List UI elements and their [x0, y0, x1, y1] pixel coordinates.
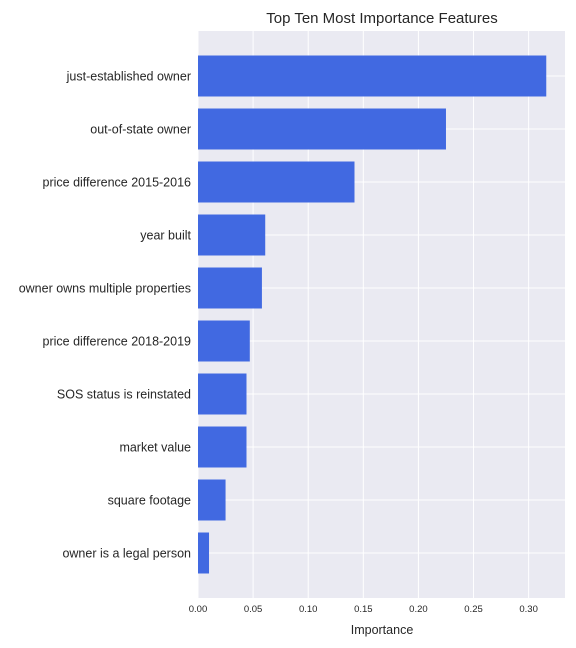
- x-tick-label: 0.25: [464, 604, 483, 615]
- bar: [198, 267, 262, 309]
- bar: [198, 373, 247, 415]
- x-tick-label: 0.05: [244, 604, 263, 615]
- category-label: out-of-state owner: [90, 123, 191, 137]
- bar: [198, 108, 446, 150]
- category-label: owner owns multiple properties: [19, 282, 191, 296]
- category-label: market value: [119, 441, 191, 455]
- bar: [198, 426, 247, 468]
- bar: [198, 55, 547, 97]
- x-tick-label: 0.00: [189, 604, 208, 615]
- category-label: square footage: [108, 494, 191, 508]
- category-label: price difference 2018-2019: [43, 335, 192, 349]
- x-tick-labels: 0.00 0.05 0.10 0.15 0.20 0.25 0.30: [189, 604, 538, 615]
- category-label: just-established owner: [66, 70, 191, 84]
- chart-title: Top Ten Most Importance Features: [266, 10, 498, 27]
- x-tick-label: 0.20: [409, 604, 428, 615]
- category-label: SOS status is reinstated: [57, 388, 191, 402]
- bars: [198, 55, 547, 574]
- category-labels: just-established owner out-of-state owner…: [19, 70, 192, 561]
- bar: [198, 161, 355, 203]
- category-label: year built: [140, 229, 191, 243]
- x-tick-label: 0.10: [299, 604, 318, 615]
- category-label: price difference 2015-2016: [43, 176, 192, 190]
- x-tick-label: 0.15: [354, 604, 373, 615]
- bar: [198, 532, 210, 574]
- bar: [198, 320, 250, 362]
- bar: [198, 214, 266, 256]
- x-axis-label: Importance: [351, 623, 414, 637]
- category-label: owner is a legal person: [62, 547, 191, 561]
- x-tick-label: 0.30: [519, 604, 538, 615]
- bar: [198, 479, 226, 521]
